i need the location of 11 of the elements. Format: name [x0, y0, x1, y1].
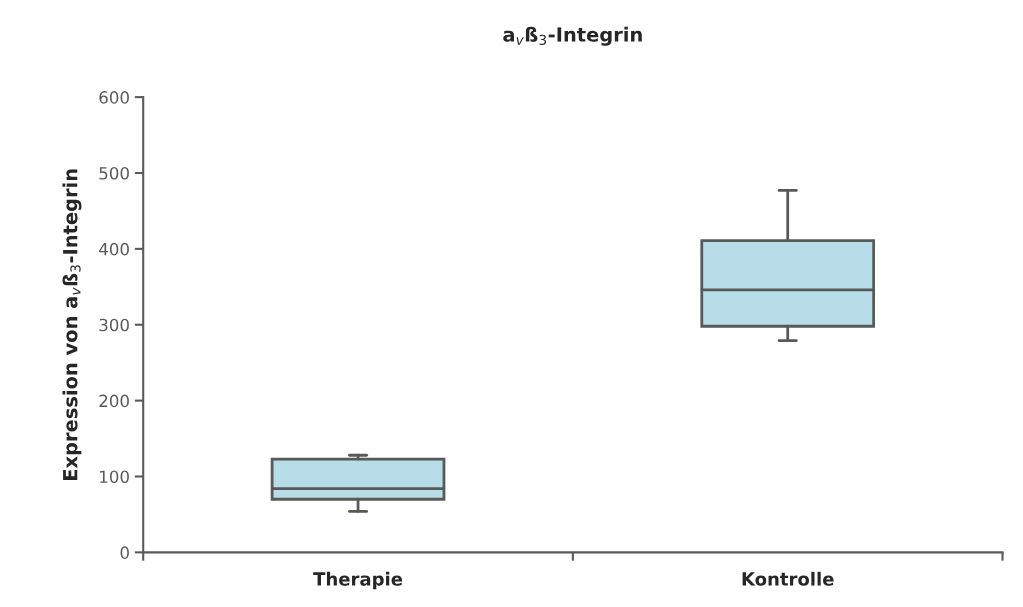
x-tick-label: Kontrolle [742, 571, 834, 586]
y-axis-title: Expression von a$_{v}$ß$_{3}$-Integrin [62, 169, 82, 480]
y-tick-label: 0 [120, 546, 129, 559]
y-tick-label: 600 [99, 91, 129, 104]
y-tick-label: 100 [100, 470, 129, 484]
chart-title: a$_{v}$ß$_{3}$-Integrin [503, 26, 642, 46]
y-tick-label: 300 [99, 318, 129, 332]
y-tick-label: 200 [99, 394, 129, 408]
y-tick-label: 400 [99, 242, 129, 256]
x-tick-label: Therapie [313, 571, 403, 590]
y-tick-label: 500 [99, 166, 129, 180]
